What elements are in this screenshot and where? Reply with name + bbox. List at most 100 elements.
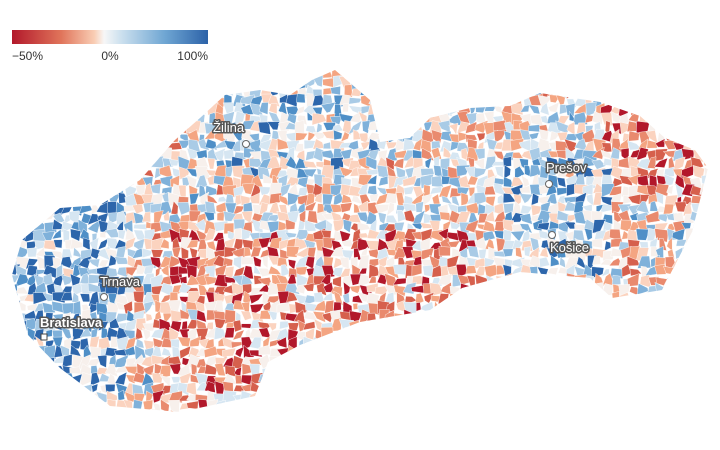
municipality	[630, 102, 639, 116]
municipality	[653, 157, 668, 168]
municipality	[0, 346, 11, 359]
municipality	[682, 247, 696, 259]
municipality	[375, 114, 388, 126]
municipality	[61, 302, 75, 314]
municipality	[221, 400, 237, 412]
municipality	[528, 132, 540, 140]
municipality	[304, 201, 317, 212]
municipality	[18, 120, 29, 134]
municipality	[134, 327, 144, 341]
municipality	[402, 401, 414, 412]
municipality	[689, 408, 701, 412]
municipality	[619, 337, 631, 348]
municipality	[657, 292, 669, 303]
municipality	[655, 191, 664, 205]
municipality	[639, 326, 650, 343]
municipality	[153, 84, 165, 96]
municipality	[12, 382, 21, 396]
municipality	[123, 300, 133, 315]
municipality	[439, 399, 452, 412]
municipality	[145, 74, 156, 90]
municipality	[618, 87, 631, 98]
municipality	[604, 240, 612, 252]
municipality	[213, 74, 227, 87]
municipality	[412, 399, 427, 412]
municipality	[258, 202, 269, 217]
municipality	[51, 228, 62, 240]
municipality	[321, 408, 337, 412]
municipality	[37, 206, 47, 216]
municipality	[43, 240, 57, 251]
municipality	[450, 85, 461, 99]
municipality	[141, 211, 151, 223]
municipality	[18, 192, 28, 207]
municipality	[25, 375, 38, 382]
municipality	[680, 377, 695, 386]
municipality	[117, 174, 126, 189]
municipality	[86, 168, 101, 180]
municipality	[383, 93, 399, 107]
municipality	[239, 390, 255, 405]
municipality	[62, 110, 73, 123]
municipality	[511, 283, 525, 295]
municipality	[684, 328, 693, 342]
municipality	[501, 76, 515, 88]
municipality	[125, 266, 138, 276]
municipality	[104, 363, 118, 378]
municipality	[663, 132, 677, 142]
municipality	[17, 381, 30, 397]
municipality	[627, 310, 639, 324]
municipality	[89, 129, 100, 143]
municipality	[133, 87, 146, 100]
municipality	[43, 166, 57, 177]
municipality	[295, 266, 308, 276]
municipality	[70, 238, 83, 250]
municipality	[537, 309, 549, 324]
municipality	[414, 381, 425, 396]
municipality	[12, 150, 21, 161]
municipality	[330, 85, 341, 96]
municipality	[78, 201, 93, 215]
municipality	[415, 292, 425, 306]
municipality	[12, 113, 21, 125]
municipality	[160, 409, 173, 412]
municipality	[177, 382, 190, 397]
municipality	[448, 409, 461, 412]
municipality	[0, 85, 11, 99]
municipality	[439, 86, 452, 99]
municipality	[186, 75, 200, 86]
municipality	[698, 341, 708, 351]
municipality	[646, 320, 659, 330]
municipality	[302, 282, 315, 292]
municipality	[251, 409, 262, 412]
municipality	[133, 155, 148, 169]
municipality	[712, 147, 720, 156]
municipality	[95, 174, 110, 186]
municipality	[151, 345, 162, 357]
municipality	[331, 390, 346, 402]
municipality	[376, 247, 390, 260]
municipality	[709, 123, 720, 130]
municipality	[582, 293, 597, 303]
municipality	[0, 75, 10, 89]
municipality	[178, 184, 187, 198]
municipality	[159, 70, 170, 81]
municipality	[710, 382, 720, 393]
municipality	[387, 383, 396, 394]
municipality	[358, 267, 368, 275]
municipality	[403, 383, 416, 394]
municipality	[104, 347, 118, 357]
municipality	[627, 353, 640, 370]
municipality	[179, 372, 192, 384]
municipality	[215, 70, 229, 80]
municipality	[385, 215, 399, 224]
municipality	[692, 239, 704, 251]
municipality	[258, 389, 269, 401]
municipality	[296, 400, 309, 412]
municipality	[709, 410, 718, 422]
municipality	[519, 321, 533, 333]
municipality	[467, 245, 480, 259]
municipality	[484, 238, 495, 250]
municipality	[446, 300, 462, 314]
municipality	[709, 185, 720, 197]
